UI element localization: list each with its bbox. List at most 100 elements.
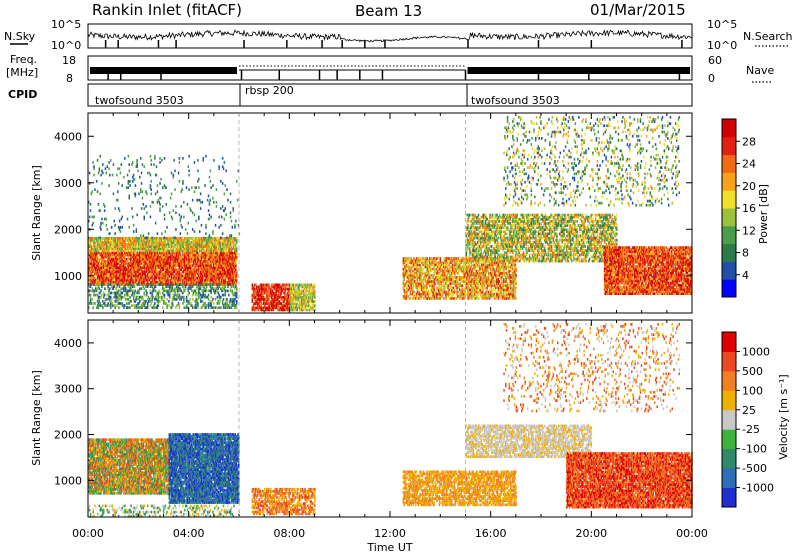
range-gate-cell	[145, 205, 146, 208]
range-gate-cell	[197, 199, 198, 202]
range-gate-cell	[159, 296, 160, 299]
range-gate-cell	[93, 283, 94, 286]
range-gate-cell	[120, 172, 121, 175]
range-gate-cell	[208, 209, 209, 212]
range-gate-cell	[230, 201, 231, 204]
range-gate-cell	[212, 230, 213, 233]
range-gate-cell	[89, 216, 90, 219]
range-gate-cell	[218, 165, 219, 168]
range-gate-cell	[146, 193, 147, 196]
range-gate-cell	[222, 157, 223, 160]
range-gate-cell	[236, 237, 237, 240]
range-gate-cell	[203, 157, 204, 160]
range-gate-cell	[108, 283, 109, 286]
range-gate-cell	[188, 165, 189, 168]
range-gate-cell	[170, 197, 171, 200]
range-gate-cell	[212, 298, 213, 301]
range-gate-cell	[92, 306, 93, 309]
freq-panel: Freq. [MHz] 18 8 60 0 Nave	[6, 53, 774, 85]
range-gate-cell	[104, 294, 105, 297]
range-gate-cell	[188, 222, 189, 225]
range-gate-cell	[179, 180, 180, 183]
range-gate-cell	[206, 290, 207, 293]
range-gate-cell	[174, 170, 175, 173]
range-gate-cell	[144, 283, 145, 286]
range-gate-cell	[208, 298, 209, 301]
range-gate-cell	[128, 298, 129, 301]
range-gate-cell	[227, 199, 228, 202]
range-gate-cell	[194, 161, 195, 164]
range-gate-cell	[164, 214, 165, 217]
range-gate-cell	[186, 186, 187, 189]
range-gate-cell	[92, 216, 93, 219]
range-gate-cell	[102, 222, 103, 225]
range-gate-cell	[150, 174, 151, 177]
range-gate-cell	[89, 290, 90, 293]
range-gate-cell	[165, 230, 166, 233]
range-gate-cell	[225, 283, 226, 286]
range-gate-cell	[137, 170, 138, 173]
range-gate-cell	[199, 230, 200, 233]
range-gate-cell	[229, 306, 230, 309]
range-gate-cell	[139, 176, 140, 179]
range-gate-cell	[144, 237, 145, 240]
cpid-segment-1: twofsound 3503	[95, 94, 184, 107]
range-gate-cell	[129, 306, 130, 309]
range-gate-cell	[208, 195, 209, 198]
range-gate-cell	[184, 306, 185, 309]
range-gate-cell	[141, 207, 142, 210]
range-gate-cell	[102, 306, 103, 309]
range-gate-cell	[180, 232, 181, 235]
range-gate-cell	[223, 167, 224, 170]
range-gate-cell	[127, 174, 128, 177]
range-gate-cell	[159, 203, 160, 206]
range-gate-cell	[221, 216, 222, 219]
range-gate-cell	[210, 180, 211, 183]
range-gate-cell	[93, 216, 94, 219]
range-gate-cell	[117, 283, 118, 286]
range-gate-cell	[224, 161, 225, 164]
range-gate-cell	[181, 226, 182, 229]
range-gate-cell	[220, 180, 221, 183]
range-gate-cell	[204, 250, 205, 253]
range-gate-cell	[144, 207, 145, 210]
range-gate-cell	[135, 193, 136, 196]
range-gate-cell	[237, 199, 238, 202]
range-gate-cell	[157, 232, 158, 235]
range-gate-cell	[120, 302, 121, 305]
range-gate-cell	[210, 237, 211, 240]
range-gate-cell	[151, 193, 152, 196]
range-gate-cell	[152, 201, 153, 204]
nave-label: Nave	[746, 64, 774, 77]
range-gate-cell	[192, 199, 193, 202]
range-gate-cell	[122, 226, 123, 229]
range-gate-cell	[141, 287, 142, 290]
range-gate-cell	[92, 222, 93, 225]
range-gate-cell	[106, 218, 107, 221]
range-gate-cell	[209, 234, 210, 237]
range-gate-cell	[232, 226, 233, 229]
nsearch-tick-bottom: 10^0	[707, 39, 737, 52]
range-gate-cell	[138, 283, 139, 286]
range-gate-cell	[146, 211, 147, 214]
range-gate-cell	[233, 292, 234, 295]
range-gate-cell	[101, 218, 102, 221]
range-gate-cell	[205, 224, 206, 227]
range-gate-cell	[216, 201, 217, 204]
range-gate-cell	[119, 167, 120, 170]
range-gate-cell	[188, 174, 189, 177]
range-gate-cell	[205, 155, 206, 158]
range-gate-cell	[217, 306, 218, 309]
range-gate-cell	[119, 283, 120, 286]
range-gate-cell	[135, 184, 136, 187]
range-gate-cell	[144, 165, 145, 168]
range-gate-cell	[227, 285, 228, 288]
range-gate-cell	[209, 218, 210, 221]
range-gate-cell	[151, 159, 152, 162]
range-gate-cell	[162, 186, 163, 189]
range-gate-cell	[187, 306, 188, 309]
range-gate-cell	[175, 228, 176, 231]
range-gate-cell	[100, 222, 101, 225]
range-gate-cell	[226, 298, 227, 301]
freq-tick-top: 18	[62, 54, 76, 67]
